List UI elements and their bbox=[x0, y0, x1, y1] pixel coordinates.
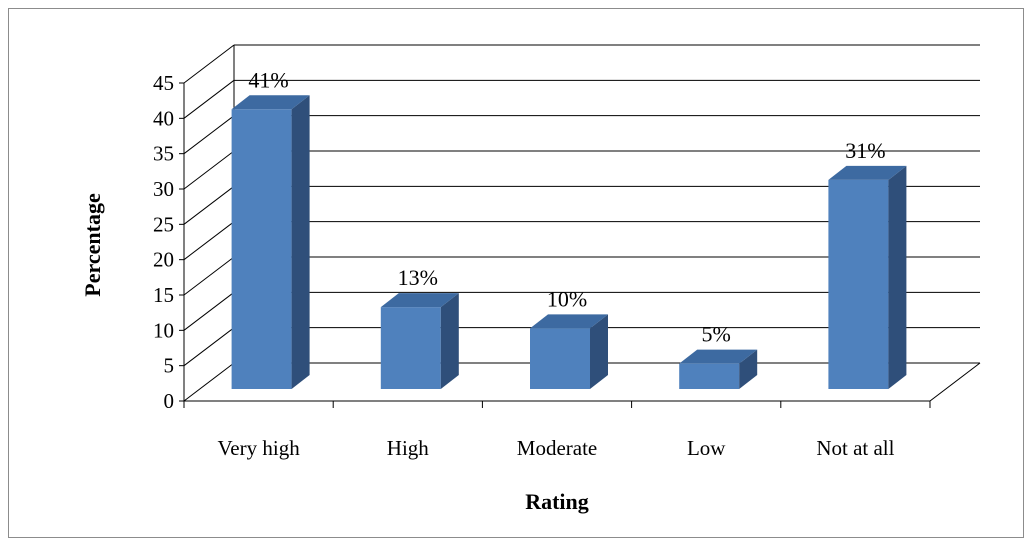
gridline-side-30 bbox=[183, 150, 235, 190]
gridline-side-35 bbox=[183, 115, 235, 155]
bar-side bbox=[739, 349, 758, 389]
bar-top bbox=[828, 165, 907, 180]
gridline-side-45 bbox=[183, 44, 235, 84]
bar-high bbox=[380, 293, 459, 389]
x-axis-title: Rating bbox=[525, 489, 589, 514]
data-label-3: 5% bbox=[702, 322, 731, 347]
gridline-side-5 bbox=[183, 327, 235, 367]
y-tick-label-10: 10 bbox=[153, 318, 174, 342]
bar-side bbox=[590, 314, 608, 389]
y-tick-label-40: 40 bbox=[153, 106, 174, 130]
bar-top bbox=[231, 95, 310, 110]
gridline-side-10 bbox=[183, 291, 235, 331]
bar-low bbox=[679, 349, 758, 389]
gridline-side-20 bbox=[183, 221, 235, 261]
y-tick-label-5: 5 bbox=[164, 354, 175, 378]
bar-front bbox=[231, 109, 292, 390]
data-labels: 41% 13% 10% 5% 31% bbox=[248, 67, 885, 346]
bar-front bbox=[380, 307, 441, 389]
data-label-4: 31% bbox=[845, 138, 885, 163]
gridline-side-0 bbox=[183, 362, 235, 402]
y-tick-label-25: 25 bbox=[153, 212, 174, 236]
y-tick-label-35: 35 bbox=[153, 142, 174, 166]
y-tick-label-30: 30 bbox=[153, 177, 174, 201]
bar-top bbox=[679, 349, 758, 364]
gridline-side-15 bbox=[183, 256, 235, 296]
bars bbox=[231, 95, 907, 390]
bar-top bbox=[380, 293, 459, 308]
y-tick-label-0: 0 bbox=[164, 389, 175, 413]
y-tick-labels: 0 5 10 15 20 25 30 35 40 45 bbox=[153, 71, 174, 413]
bar-very-high bbox=[231, 95, 310, 390]
y-tick-label-15: 15 bbox=[153, 283, 174, 307]
y-axis-title: Percentage bbox=[80, 193, 105, 297]
category-labels: Very high High Moderate Low Not at all bbox=[217, 436, 894, 460]
x-tick-label-4: Not at all bbox=[816, 436, 894, 460]
bar-front bbox=[530, 328, 590, 389]
bar-not-at-all bbox=[828, 165, 907, 389]
x-tick-label-1: High bbox=[387, 436, 430, 460]
gridline-side-25 bbox=[183, 185, 235, 225]
bar-moderate bbox=[530, 314, 608, 389]
bar-side bbox=[440, 293, 459, 389]
bar-front bbox=[828, 179, 889, 389]
bar-top bbox=[530, 314, 608, 329]
y-tick-label-45: 45 bbox=[153, 71, 174, 95]
x-tick-label-0: Very high bbox=[217, 436, 300, 460]
x-tick-label-2: Moderate bbox=[517, 436, 597, 460]
data-label-0: 41% bbox=[248, 67, 288, 92]
bar-front bbox=[679, 363, 740, 389]
data-label-2: 10% bbox=[547, 286, 587, 311]
bar-side bbox=[888, 165, 907, 389]
bar-side bbox=[291, 95, 310, 390]
data-label-1: 13% bbox=[398, 265, 438, 290]
gridline-side-40 bbox=[183, 79, 235, 119]
x-tick-label-3: Low bbox=[687, 436, 726, 460]
y-tick-label-20: 20 bbox=[153, 248, 174, 272]
